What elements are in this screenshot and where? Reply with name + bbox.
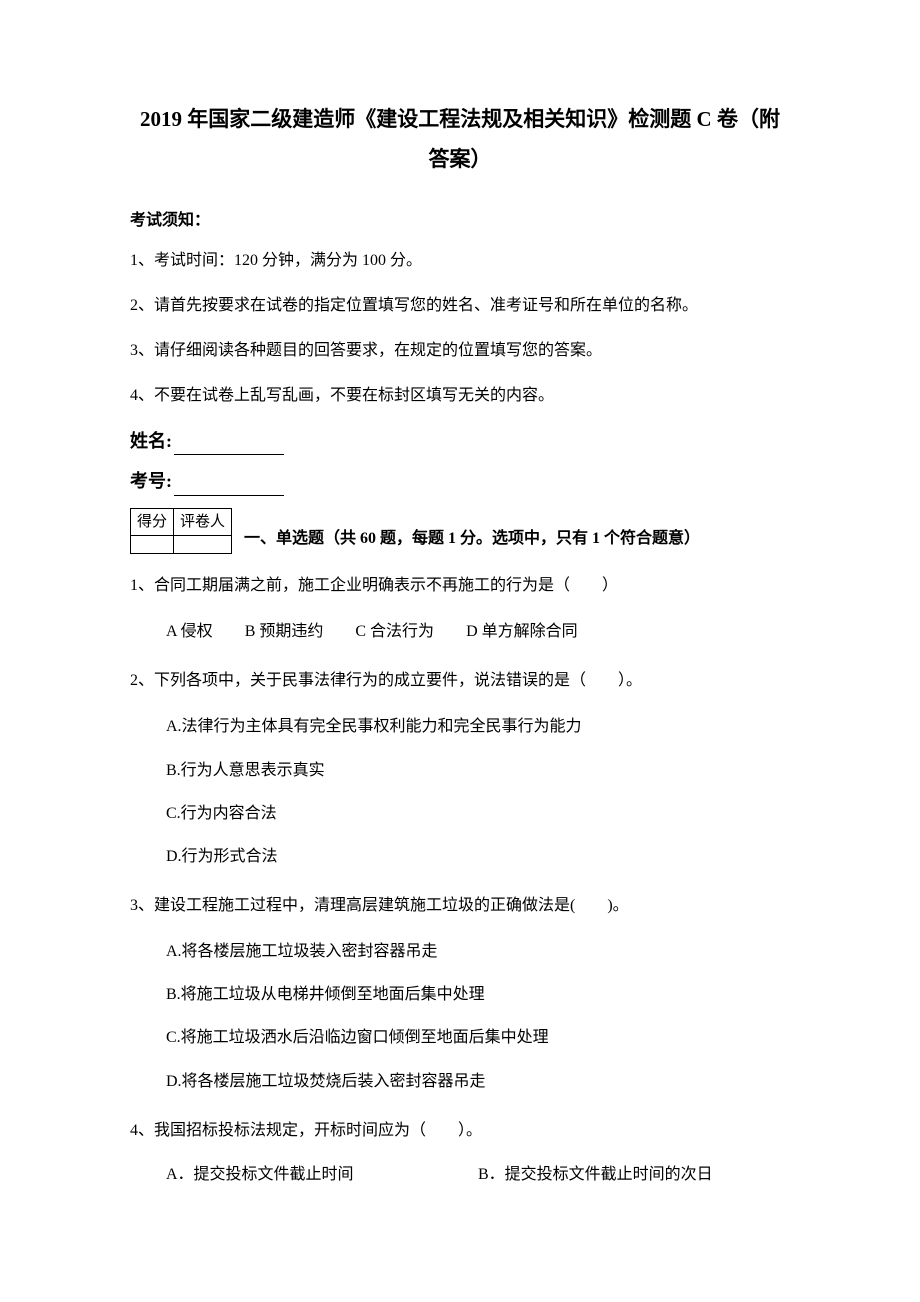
question-number: 1、: [130, 577, 154, 594]
question-text: 下列各项中，关于民事法律行为的成立要件，说法错误的是（ ）。: [154, 672, 642, 689]
option-a: A.将各楼层施工垃圾装入密封容器吊走: [166, 934, 790, 969]
option-c: C.行为内容合法: [166, 796, 790, 831]
score-section: 得分 评卷人 一、单选题（共 60 题，每题 1 分。选项中，只有 1 个符合题…: [130, 508, 790, 554]
option-a: A 侵权: [166, 614, 213, 649]
title-line-2: 答案）: [429, 147, 492, 171]
question: 2、下列各项中，关于民事法律行为的成立要件，说法错误的是（ ）。: [130, 665, 790, 697]
score-table: 得分 评卷人: [130, 508, 232, 554]
section-title: 一、单选题（共 60 题，每题 1 分。选项中，只有 1 个符合题意）: [244, 508, 700, 552]
grader-header-cell: 评卷人: [174, 509, 232, 536]
document-title: 2019 年国家二级建造师《建设工程法规及相关知识》检测题 C 卷（附 答案）: [130, 100, 790, 180]
question: 4、我国招标投标法规定，开标时间应为（ ）。: [130, 1115, 790, 1147]
score-header-cell: 得分: [131, 509, 174, 536]
table-row: 得分 评卷人: [131, 509, 232, 536]
option-b: B.行为人意思表示真实: [166, 753, 790, 788]
score-blank-cell[interactable]: [131, 536, 174, 554]
notice-item: 1、考试时间：120 分钟，满分为 100 分。: [130, 247, 790, 276]
option-d: D.行为形式合法: [166, 839, 790, 874]
id-blank[interactable]: [174, 478, 284, 496]
notice-item: 3、请仔细阅读各种题目的回答要求，在规定的位置填写您的答案。: [130, 337, 790, 366]
name-label: 姓名:: [130, 431, 172, 451]
option-d: D 单方解除合同: [466, 614, 578, 649]
option-a: A．提交投标文件截止时间: [166, 1159, 478, 1191]
question: 1、合同工期届满之前，施工企业明确表示不再施工的行为是（ ）: [130, 570, 790, 602]
name-field: 姓名:: [130, 427, 790, 456]
question-text: 我国招标投标法规定，开标时间应为（ ）。: [154, 1122, 482, 1139]
question-options: A.将各楼层施工垃圾装入密封容器吊走 B.将施工垃圾从电梯井倾倒至地面后集中处理…: [166, 934, 790, 1099]
question-options: A 侵权 B 预期违约 C 合法行为 D 单方解除合同: [166, 614, 790, 649]
option-b: B.将施工垃圾从电梯井倾倒至地面后集中处理: [166, 977, 790, 1012]
notice-item: 4、不要在试卷上乱写乱画，不要在标封区填写无关的内容。: [130, 382, 790, 411]
option-b: B 预期违约: [245, 614, 324, 649]
question-number: 3、: [130, 897, 154, 914]
title-line-1: 2019 年国家二级建造师《建设工程法规及相关知识》检测题 C 卷（附: [140, 107, 780, 131]
table-row: [131, 536, 232, 554]
option-d: D.将各楼层施工垃圾焚烧后装入密封容器吊走: [166, 1064, 790, 1099]
notice-header: 考试须知：: [130, 208, 790, 234]
name-blank[interactable]: [174, 437, 284, 455]
id-label: 考号:: [130, 471, 172, 491]
grader-blank-cell[interactable]: [174, 536, 232, 554]
question-number: 2、: [130, 672, 154, 689]
question-text: 合同工期届满之前，施工企业明确表示不再施工的行为是（ ）: [154, 577, 618, 594]
question-text: 建设工程施工过程中，清理高层建筑施工垃圾的正确做法是( )。: [154, 897, 629, 914]
option-c: C 合法行为: [355, 614, 434, 649]
question-options: A.法律行为主体具有完全民事权利能力和完全民事行为能力 B.行为人意思表示真实 …: [166, 709, 790, 874]
question-options: A．提交投标文件截止时间 B．提交投标文件截止时间的次日: [166, 1159, 790, 1191]
option-b: B．提交投标文件截止时间的次日: [478, 1159, 790, 1191]
option-a: A.法律行为主体具有完全民事权利能力和完全民事行为能力: [166, 709, 790, 744]
id-field: 考号:: [130, 467, 790, 496]
option-c: C.将施工垃圾洒水后沿临边窗口倾倒至地面后集中处理: [166, 1020, 790, 1055]
question: 3、建设工程施工过程中，清理高层建筑施工垃圾的正确做法是( )。: [130, 890, 790, 922]
question-number: 4、: [130, 1122, 154, 1139]
notice-item: 2、请首先按要求在试卷的指定位置填写您的姓名、准考证号和所在单位的名称。: [130, 292, 790, 321]
